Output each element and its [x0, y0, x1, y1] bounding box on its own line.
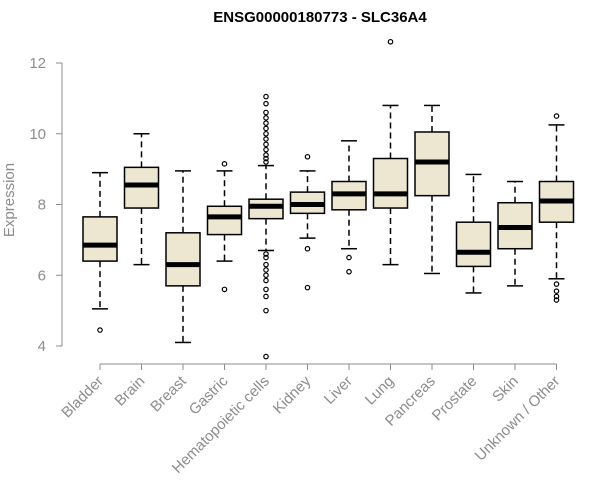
outlier-point [263, 109, 269, 116]
x-tick-label: Prostate [429, 373, 481, 425]
x-tick-label: Kidney [270, 372, 315, 417]
outlier-point [263, 115, 269, 121]
outlier-point [263, 307, 269, 314]
outlier-point [553, 281, 560, 287]
outlier-point [553, 113, 560, 119]
y-tick-label: 10 [29, 126, 46, 143]
box-unknown-other [538, 113, 575, 303]
outlier-point [263, 286, 269, 293]
box-hematopoietic-cells [248, 93, 284, 360]
box-series [82, 38, 575, 360]
box-brain [123, 133, 160, 266]
outlier-point [221, 161, 228, 167]
outlier-point [553, 297, 560, 303]
outlier-point [553, 293, 560, 300]
y-tick-label: 4 [38, 338, 46, 355]
y-axis-label: Expression [1, 163, 18, 237]
iqr-box [248, 198, 284, 220]
outlier-point [263, 120, 269, 126]
outlier-point [263, 261, 269, 268]
outlier-point [263, 100, 269, 107]
box-pancreas [414, 104, 450, 275]
outlier-point [263, 125, 269, 132]
outlier-point [263, 141, 269, 148]
outlier-point [553, 288, 560, 294]
outlier-point [346, 268, 352, 275]
x-tick-label: Bladder [58, 373, 107, 422]
box-bladder [82, 171, 118, 333]
iqr-box [372, 157, 409, 209]
iqr-box [165, 232, 201, 287]
box-gastric [206, 161, 243, 293]
y-axis: 4 6 8 10 12 [29, 55, 63, 355]
outlier-point [263, 152, 269, 158]
box-kidney [289, 153, 326, 291]
outlier-point [304, 153, 311, 160]
y-tick-label: 8 [38, 197, 46, 214]
outlier-point [263, 293, 269, 300]
y-tick-label: 12 [29, 55, 46, 72]
outlier-point [304, 284, 311, 291]
y-tick-label: 6 [38, 267, 46, 284]
outlier-point [263, 254, 269, 261]
outlier-point [346, 254, 352, 261]
box-prostate [455, 173, 492, 294]
x-tick-label: Lung [362, 373, 398, 409]
iqr-box [206, 205, 243, 236]
outlier-point [97, 327, 103, 333]
outlier-point [263, 136, 269, 142]
outlier-point [263, 272, 269, 279]
box-skin [497, 180, 533, 287]
x-tick-label: Brain [112, 373, 149, 410]
outlier-point [263, 130, 269, 137]
iqr-box [82, 216, 118, 262]
outlier-point [263, 146, 269, 153]
outlier-point [263, 93, 269, 100]
outlier-point [263, 155, 269, 162]
x-tick-label: Skin [489, 373, 522, 406]
chart-title: ENSG00000180773 - SLC36A4 [213, 9, 427, 26]
outlier-point [387, 38, 394, 45]
outlier-point [221, 286, 228, 293]
outlier-point [263, 251, 269, 257]
outlier-point [263, 353, 269, 360]
outlier-point [263, 159, 269, 165]
iqr-box [123, 166, 160, 209]
box-breast [165, 170, 201, 344]
x-tick-label: Breast [147, 372, 190, 415]
box-liver [331, 140, 367, 275]
x-tick-label: Liver [321, 373, 356, 408]
outlier-point [263, 267, 269, 273]
box-lung [372, 38, 409, 266]
outlier-point [304, 245, 311, 252]
outlier-point [263, 277, 269, 284]
iqr-box [455, 221, 492, 268]
